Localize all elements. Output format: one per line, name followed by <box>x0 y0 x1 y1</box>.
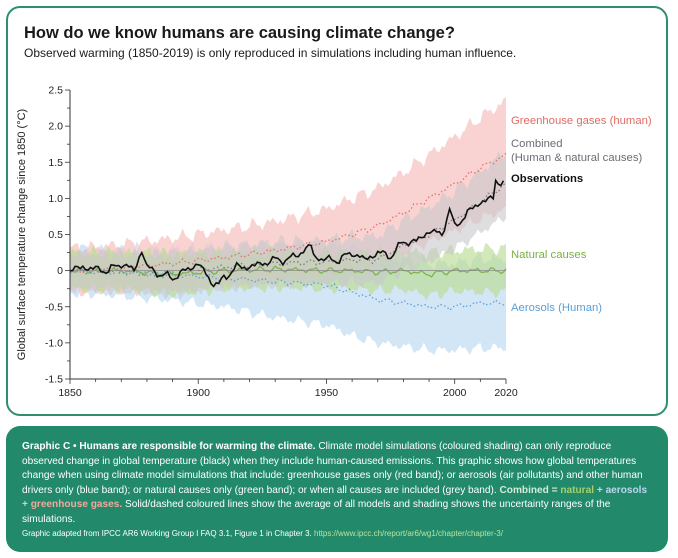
y-tick-label: -0.5 <box>45 301 63 313</box>
caption-source: Graphic adapted from IPCC AR6 Working Gr… <box>22 528 654 539</box>
y-tick-label: 1.0 <box>48 193 63 205</box>
series-label-line: Combined <box>511 138 563 150</box>
x-tick-label: 2020 <box>494 387 518 399</box>
y-tick-label: 0 <box>57 265 63 277</box>
x-tick-label: 2000 <box>443 387 467 399</box>
series-label-combined: Combined (Human & natural causes) <box>511 138 642 164</box>
mean-line-ghg <box>69 153 507 273</box>
y-tick-label: 2.5 <box>48 85 63 97</box>
caption-box: Graphic C • Humans are responsible for w… <box>6 426 668 552</box>
caption-heading: Graphic C • Humans are responsible for w… <box>22 441 316 452</box>
series-label-aerosols: Aerosols (Human) <box>511 302 602 314</box>
y-tick-label: 1.5 <box>48 157 63 169</box>
series-label-natural: Natural causes <box>511 249 587 261</box>
caption-eq-natural: natural <box>560 484 595 496</box>
caption-eq-plus-1: + <box>596 484 603 496</box>
caption-tail: Solid/dashed coloured lines show the ave… <box>22 499 611 525</box>
series-label-observations: Observations <box>511 173 583 185</box>
series-label-line: (Human & natural causes) <box>511 152 642 164</box>
x-tick-label: 1850 <box>58 387 82 399</box>
chart-subtitle: Observed warming (1850-2019) is only rep… <box>24 46 517 60</box>
caption-source-text: Graphic adapted from IPCC AR6 Working Gr… <box>22 529 312 538</box>
caption-source-link[interactable]: https://www.ipcc.ch/report/ar6/wg1/chapt… <box>314 529 503 538</box>
caption-body: Climate model simulations (coloured shad… <box>22 441 643 496</box>
chart-title: How do we know humans are causing climat… <box>24 24 455 42</box>
caption-eq-aerosols: aerosols <box>605 484 648 496</box>
series-label-ghg: Greenhouse gases (human) <box>511 115 652 127</box>
y-tick-label: -1.5 <box>45 374 63 386</box>
caption-eq-combined: Combined <box>499 484 549 496</box>
caption-eq-ghg: greenhouse gases. <box>30 499 123 510</box>
caption-eq-equals: = <box>551 484 558 496</box>
y-tick-label: 2.0 <box>48 121 63 133</box>
caption-eq-plus-2: + <box>22 499 28 510</box>
y-axis-label: Global surface temperature change since … <box>16 109 28 360</box>
mean-line-natural <box>69 265 507 278</box>
y-tick-label: -1.0 <box>45 337 63 349</box>
x-tick-label: 1950 <box>315 387 339 399</box>
y-tick-label: 0.5 <box>48 229 63 241</box>
observations-line <box>69 178 505 288</box>
x-tick-label: 1900 <box>187 387 211 399</box>
mean-line-aerosols <box>69 268 507 312</box>
